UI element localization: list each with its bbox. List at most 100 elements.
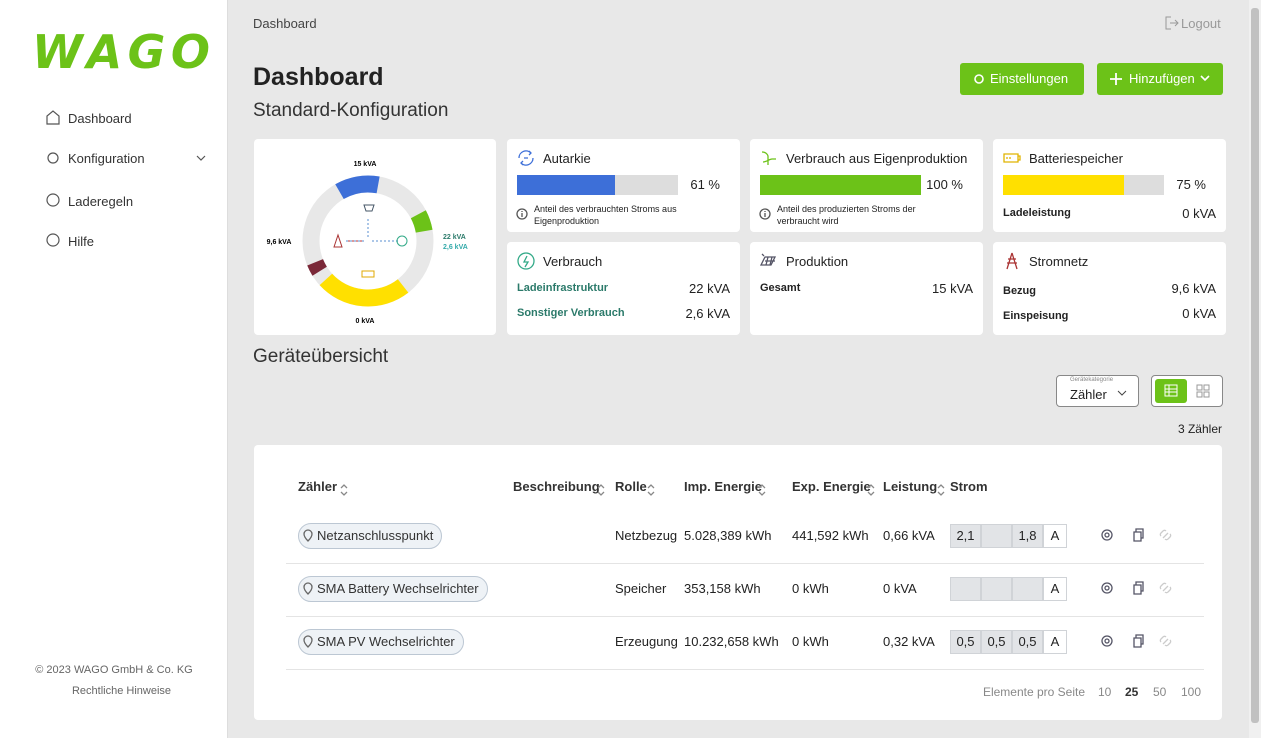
progress-bar — [1003, 175, 1124, 195]
icon — [1159, 529, 1172, 541]
row-divider — [286, 669, 1204, 670]
current-cell — [1012, 577, 1043, 601]
row-label: Ladeinfrastruktur — [517, 282, 609, 294]
progress-label: 75 % — [1176, 177, 1206, 192]
kpi-card: Autarkie 61 % Anteil des verbrauchten Stro… — [507, 139, 740, 232]
icon — [867, 484, 875, 496]
flow-label: 9,6 kVA — [267, 239, 292, 246]
flow-label: 22 kVA — [443, 234, 466, 241]
cell-imp: 10.232,658 kWh — [684, 634, 779, 649]
card-note: Anteil des produzierten Stroms der verbr… — [777, 204, 916, 226]
icon — [1133, 581, 1144, 595]
row-divider — [286, 563, 1204, 564]
page-size[interactable]: 25 — [1125, 685, 1139, 699]
cell-imp: 353,158 kWh — [684, 581, 761, 596]
button-label: Hinzufügen — [1129, 71, 1195, 86]
overview-card: 15 kVA 9,6 kVA 22 kVA 2,6 kVA 0 kVA — [254, 139, 496, 335]
cell-role: Netzbezug — [615, 528, 678, 543]
button-label: Einstellungen — [990, 71, 1069, 86]
icon — [1133, 634, 1144, 648]
flow-label: 2,6 kVA — [443, 244, 468, 251]
cell-imp: 5.028,389 kWh — [684, 528, 772, 543]
card-title: Batteriespeicher — [1029, 151, 1123, 166]
icon — [303, 582, 313, 595]
icon — [1159, 582, 1172, 594]
logout[interactable]: Logout — [1181, 16, 1221, 31]
current-cell — [950, 577, 981, 601]
icon — [759, 253, 777, 266]
column-header[interactable]: Exp. Energie — [792, 479, 871, 494]
icon — [758, 484, 766, 496]
nav-item[interactable]: Laderegeln — [68, 194, 134, 209]
kpi-card: Stromnetz Bezug 9,6 kVA Einspeisung 0 kVA — [993, 242, 1226, 335]
filter-label: Gerätekategorie — [1070, 377, 1114, 383]
progress-track — [1003, 175, 1164, 195]
progress-label: 100 % — [926, 177, 963, 192]
page-subtitle: Standard-Konfiguration — [253, 100, 449, 121]
current-cell: 0,5 — [950, 630, 981, 654]
cell-power: 0 kVA — [883, 581, 917, 596]
legal-link[interactable]: Rechtliche Hinweise — [71, 685, 172, 697]
current-unit: A — [1043, 524, 1067, 548]
logo-mark: WAGO — [32, 25, 210, 79]
kpi-card: Produktion Gesamt 15 kVA — [750, 242, 983, 335]
page-size[interactable]: 10 — [1098, 685, 1112, 699]
cell-power: 0,66 kVA — [883, 528, 935, 543]
column-header[interactable]: Leistung — [883, 479, 938, 494]
row-value: 22 kVA — [689, 281, 730, 296]
nav-icons — [46, 110, 206, 247]
progress-track — [760, 175, 921, 195]
breadcrumb[interactable]: Dashboard — [253, 16, 317, 31]
row-value: 0 kVA — [1182, 306, 1216, 321]
current-cell: 0,5 — [981, 630, 1012, 654]
current-cell: 2,1 — [950, 524, 981, 548]
current-cell: 0,5 — [1012, 630, 1043, 654]
nav-item[interactable]: Konfiguration — [68, 151, 145, 166]
filter-value: Zähler — [1070, 387, 1107, 402]
current-cell — [981, 577, 1012, 601]
page-size[interactable]: 100 — [1181, 685, 1202, 699]
device-count: 3 Zähler — [1177, 422, 1222, 436]
row-value: 15 kVA — [932, 281, 973, 296]
icon — [1006, 252, 1018, 270]
icon — [597, 484, 605, 496]
card-title: Verbrauch — [543, 254, 603, 269]
icon — [303, 529, 313, 542]
column-header[interactable]: Imp. Energie — [684, 479, 763, 494]
device-name[interactable]: Netzanschlusspunkt — [298, 523, 443, 549]
icon — [516, 208, 528, 220]
page-title: Dashboard — [253, 63, 384, 91]
cell-power: 0,32 kVA — [883, 634, 935, 649]
kpi-card: Batteriespeicher 75 % Ladeleistung 0 kVA — [993, 139, 1226, 232]
section-title: Geräteübersicht — [253, 346, 389, 367]
icon — [647, 484, 655, 496]
column-header[interactable]: Strom — [950, 479, 988, 494]
progress-bar — [517, 175, 616, 195]
category-filter[interactable]: Gerätekategorie Zähler — [1056, 375, 1139, 407]
icon — [1133, 528, 1144, 542]
card-title: Produktion — [786, 254, 849, 269]
page-size[interactable]: 50 — [1153, 685, 1167, 699]
row-divider — [286, 616, 1204, 617]
settings-button[interactable]: Einstellungen — [960, 63, 1084, 95]
icon — [517, 252, 535, 270]
progress-track — [517, 175, 678, 195]
current-unit: A — [1043, 577, 1067, 601]
view-toggle[interactable] — [1151, 375, 1223, 407]
device-name[interactable]: SMA PV Wechselrichter — [298, 629, 464, 655]
row-label: Sonstiger Verbrauch — [517, 307, 625, 319]
nav-item[interactable]: Hilfe — [68, 234, 95, 249]
icon — [518, 150, 534, 166]
pagination-label: Elemente pro Seite — [982, 685, 1085, 699]
icon — [1159, 635, 1172, 647]
row-value: 0 kVA — [1182, 206, 1216, 221]
device-name[interactable]: SMA Battery Wechselrichter — [298, 576, 488, 602]
column-header[interactable]: Rolle — [615, 479, 647, 494]
scrollbar[interactable] — [1249, 0, 1261, 738]
logo: WAGO — [32, 25, 210, 79]
nav-item[interactable]: Dashboard — [68, 111, 132, 126]
add-button[interactable]: Hinzufügen — [1097, 63, 1223, 95]
column-header[interactable]: Beschreibung — [513, 479, 600, 494]
row-label: Ladeleistung — [1003, 207, 1071, 219]
column-header[interactable]: Zähler — [298, 479, 338, 494]
